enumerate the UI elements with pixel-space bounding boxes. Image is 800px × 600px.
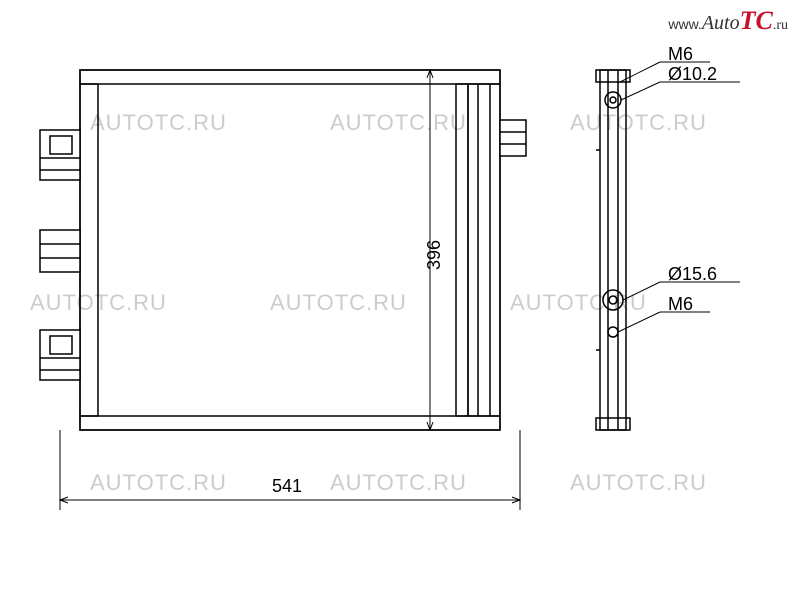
dim-width-label: 541 bbox=[272, 476, 302, 497]
front-view bbox=[40, 70, 526, 430]
dimension-width bbox=[60, 430, 520, 510]
bracket-top bbox=[40, 130, 80, 180]
side-view bbox=[596, 70, 630, 430]
bracket-bottom bbox=[40, 330, 80, 380]
side-leaders bbox=[618, 62, 740, 332]
dim-height-label: 396 bbox=[424, 240, 445, 270]
bracket-mid bbox=[40, 230, 80, 272]
label-m6-top: M6 bbox=[668, 44, 693, 65]
label-d15: Ø15.6 bbox=[668, 264, 717, 285]
label-m6-mid: M6 bbox=[668, 294, 693, 315]
label-d10: Ø10.2 bbox=[668, 64, 717, 85]
